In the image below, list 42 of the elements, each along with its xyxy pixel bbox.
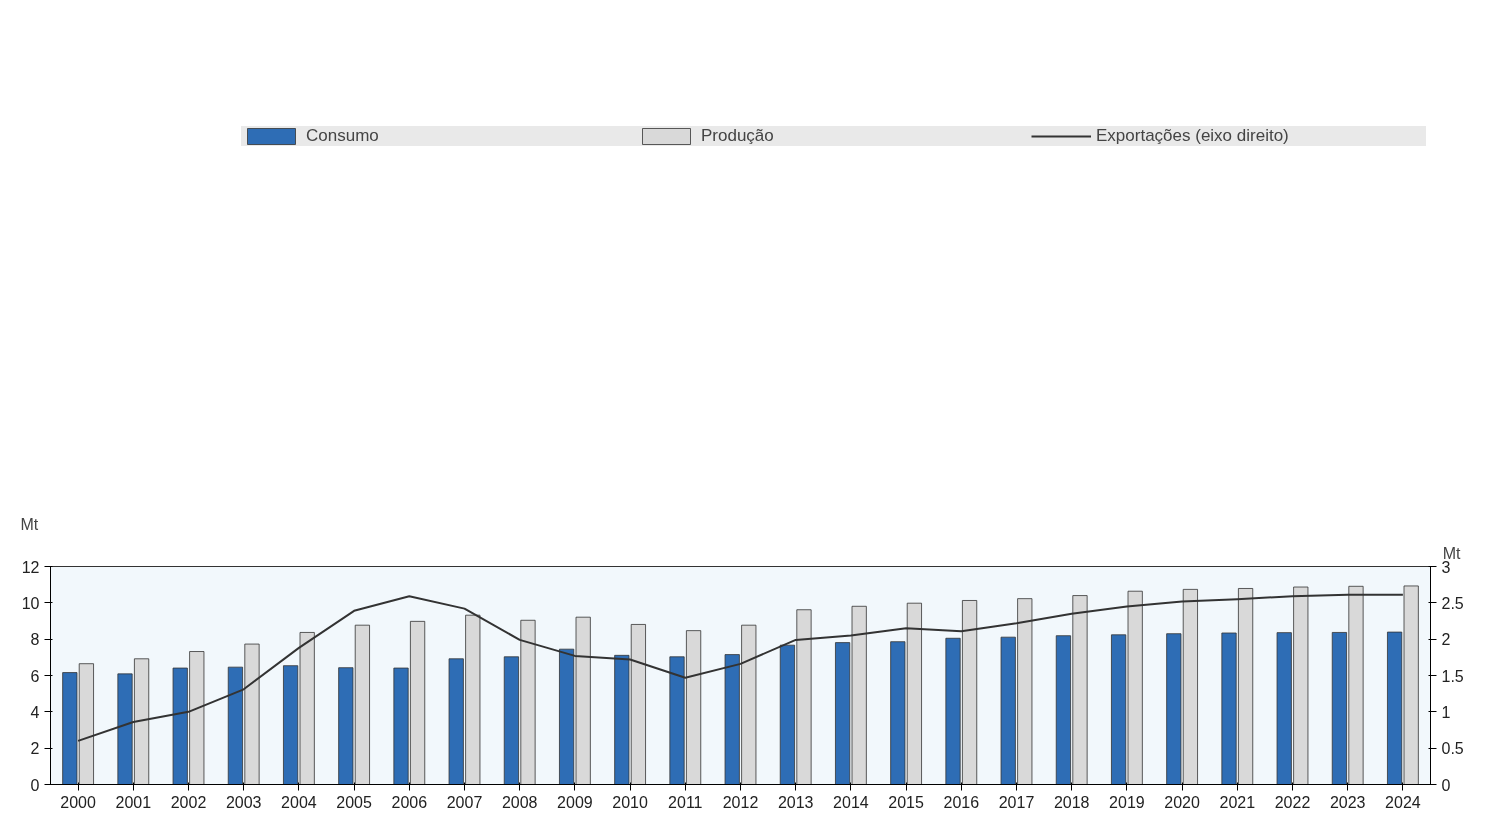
y-tick-label: 8 <box>30 631 40 649</box>
x-tick-label: 2019 <box>1109 793 1145 811</box>
x-tick-label: 2022 <box>1274 793 1311 811</box>
y-tick-label: 12 <box>21 558 40 576</box>
y-tick-label: 0 <box>30 776 40 794</box>
x-tick-label: 2003 <box>225 793 262 811</box>
y-tick-label: 10 <box>21 594 40 612</box>
y2-tick-label: 2 <box>1441 631 1451 649</box>
x-tick-label: 2011 <box>668 793 703 811</box>
y-tick-label: 2 <box>30 740 40 758</box>
x-tick-label: 2014 <box>833 793 869 811</box>
x-tick-label: 2024 <box>1385 793 1421 811</box>
legend-label: Consumo <box>306 126 380 146</box>
x-tick-label: 2007 <box>446 793 483 811</box>
x-tick-label: 2002 <box>170 793 207 811</box>
y2-tick-label: 0.5 <box>1441 740 1464 758</box>
x-tick-label: 2018 <box>1053 793 1090 811</box>
x-tick-label: 2010 <box>612 793 648 811</box>
x-tick-label: 2023 <box>1329 793 1366 811</box>
x-tick-label: 2012 <box>722 793 759 811</box>
x-tick-label: 2009 <box>557 793 593 811</box>
x-tick-label: 2001 <box>115 793 152 811</box>
x-tick-label: 2021 <box>1219 793 1256 811</box>
y-tick-label: 6 <box>30 667 40 685</box>
x-tick-label: 2004 <box>281 793 317 811</box>
x-tick-label: 2013 <box>777 793 814 811</box>
x-tick-label: 2015 <box>888 793 924 811</box>
x-tick-label: 2000 <box>60 793 96 811</box>
x-tick-label: 2005 <box>336 793 372 811</box>
x-tick-label: 2016 <box>943 793 980 811</box>
y2-tick-label: 0 <box>1441 776 1451 794</box>
y2-tick-label: 1.5 <box>1441 667 1464 685</box>
y-tick-label: 4 <box>30 703 40 721</box>
x-tick-label: 2008 <box>501 793 538 811</box>
x-tick-label: 2006 <box>391 793 428 811</box>
y2-tick-label: 2.5 <box>1441 594 1464 612</box>
y-axis-title: Mt <box>20 515 39 533</box>
legend-label: Exportações (eixo direito) <box>1096 126 1290 146</box>
x-tick-label: 2017 <box>998 793 1035 811</box>
legend-label: Produção <box>701 126 775 146</box>
y2-tick-label: 1 <box>1441 703 1451 721</box>
x-tick-label: 2020 <box>1164 793 1200 811</box>
